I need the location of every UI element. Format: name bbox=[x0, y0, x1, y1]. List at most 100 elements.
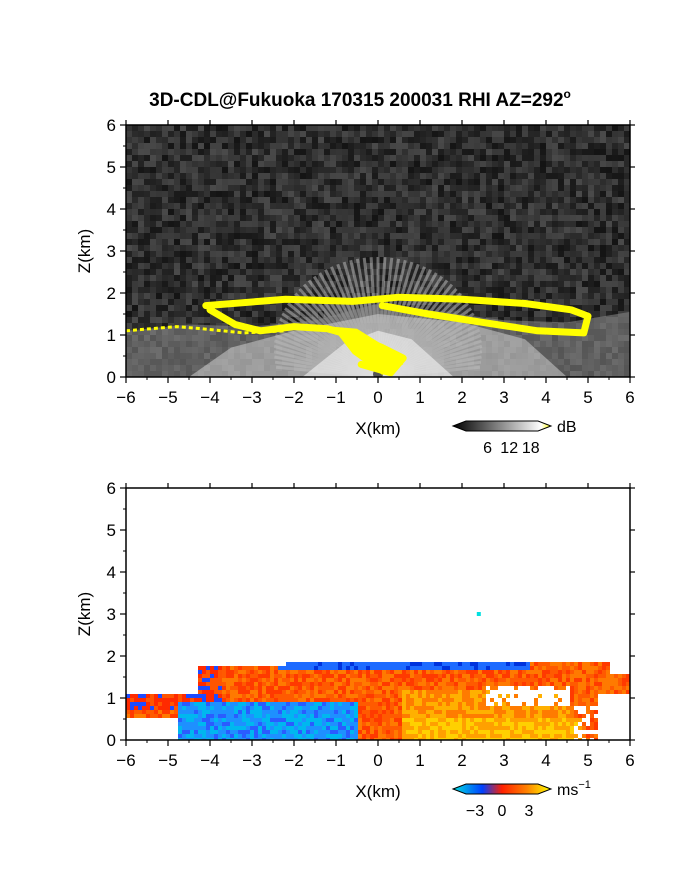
noise-cell bbox=[582, 161, 588, 167]
velocity-cell bbox=[530, 682, 534, 686]
noise-cell bbox=[540, 245, 546, 251]
velocity-cell bbox=[582, 670, 586, 674]
velocity-cell bbox=[258, 702, 262, 706]
velocity-cell bbox=[446, 682, 450, 686]
noise-cell bbox=[156, 191, 162, 197]
velocity-cell bbox=[230, 710, 234, 714]
noise-cell bbox=[504, 269, 510, 275]
noise-cell bbox=[444, 221, 450, 227]
velocity-cell bbox=[602, 690, 606, 694]
velocity-cell bbox=[518, 662, 522, 666]
noise-cell bbox=[420, 167, 426, 173]
noise-cell bbox=[426, 239, 432, 245]
noise-cell bbox=[132, 221, 138, 227]
noise-cell bbox=[132, 209, 138, 215]
noise-cell bbox=[588, 269, 594, 275]
velocity-cell bbox=[242, 674, 246, 678]
noise-cell bbox=[618, 263, 624, 269]
noise-cell bbox=[360, 185, 366, 191]
velocity-cell bbox=[250, 706, 254, 710]
noise-cell bbox=[336, 209, 342, 215]
noise-cell bbox=[444, 269, 450, 275]
noise-cell bbox=[432, 131, 438, 137]
noise-cell bbox=[588, 281, 594, 287]
velocity-cell bbox=[506, 694, 510, 698]
velocity-cell bbox=[230, 670, 234, 674]
noise-cell bbox=[468, 269, 474, 275]
noise-cell bbox=[348, 221, 354, 227]
noise-cell bbox=[366, 149, 372, 155]
noise-cell bbox=[486, 245, 492, 251]
noise-cell bbox=[618, 215, 624, 221]
velocity-cell bbox=[418, 710, 422, 714]
noise-cell bbox=[486, 233, 492, 239]
noise-cell bbox=[192, 227, 198, 233]
noise-cell bbox=[600, 293, 606, 299]
velocity-cell bbox=[226, 702, 230, 706]
velocity-cell bbox=[578, 662, 582, 666]
noise-cell bbox=[294, 155, 300, 161]
velocity-cell bbox=[166, 706, 170, 710]
noise-cell bbox=[396, 233, 402, 239]
noise-cell bbox=[138, 293, 144, 299]
velocity-cell bbox=[478, 706, 482, 710]
velocity-cell bbox=[222, 694, 226, 698]
noise-cell bbox=[126, 149, 132, 155]
velocity-cell bbox=[270, 698, 274, 702]
noise-cell bbox=[276, 197, 282, 203]
noise-cell bbox=[468, 179, 474, 185]
velocity-cell bbox=[450, 682, 454, 686]
velocity-cell bbox=[354, 662, 358, 666]
velocity-cell bbox=[130, 706, 134, 710]
noise-cell bbox=[408, 221, 414, 227]
noise-cell bbox=[186, 149, 192, 155]
noise-cell bbox=[462, 275, 468, 281]
noise-cell bbox=[300, 215, 306, 221]
velocity-cell bbox=[314, 698, 318, 702]
noise-cell bbox=[264, 155, 270, 161]
noise-cell bbox=[504, 155, 510, 161]
velocity-cell bbox=[170, 694, 174, 698]
noise-cell bbox=[156, 293, 162, 299]
noise-cell bbox=[444, 305, 450, 311]
noise-cell bbox=[132, 137, 138, 143]
noise-cell bbox=[582, 293, 588, 299]
velocity-cell bbox=[314, 662, 318, 666]
noise-cell bbox=[240, 191, 246, 197]
velocity-cell bbox=[414, 662, 418, 666]
noise-cell bbox=[144, 269, 150, 275]
noise-cell bbox=[474, 161, 480, 167]
noise-cell bbox=[270, 209, 276, 215]
noise-cell bbox=[360, 227, 366, 233]
noise-cell bbox=[336, 275, 342, 281]
noise-cell bbox=[528, 149, 534, 155]
colorbar-tick-label: 12 bbox=[500, 440, 518, 457]
velocity-cell bbox=[318, 670, 322, 674]
noise-cell bbox=[450, 221, 456, 227]
velocity-cell bbox=[198, 690, 202, 694]
noise-cell bbox=[564, 311, 570, 317]
velocity-cell bbox=[226, 698, 230, 702]
noise-cell bbox=[480, 221, 486, 227]
noise-cell bbox=[492, 161, 498, 167]
noise-cell bbox=[150, 311, 156, 317]
velocity-cell bbox=[330, 702, 334, 706]
noise-cell bbox=[360, 221, 366, 227]
velocity-cell bbox=[186, 710, 190, 714]
velocity-cell bbox=[490, 706, 494, 710]
noise-cell bbox=[522, 137, 528, 143]
noise-cell bbox=[420, 251, 426, 257]
noise-cell bbox=[144, 299, 150, 305]
noise-cell bbox=[132, 233, 138, 239]
noise-cell bbox=[558, 215, 564, 221]
noise-cell bbox=[336, 263, 342, 269]
noise-cell bbox=[396, 203, 402, 209]
noise-cell bbox=[426, 143, 432, 149]
noise-cell bbox=[300, 185, 306, 191]
noise-cell bbox=[234, 191, 240, 197]
noise-cell bbox=[144, 155, 150, 161]
velocity-cell bbox=[470, 690, 474, 694]
noise-cell bbox=[438, 233, 444, 239]
noise-cell bbox=[504, 209, 510, 215]
noise-cell bbox=[516, 239, 522, 245]
